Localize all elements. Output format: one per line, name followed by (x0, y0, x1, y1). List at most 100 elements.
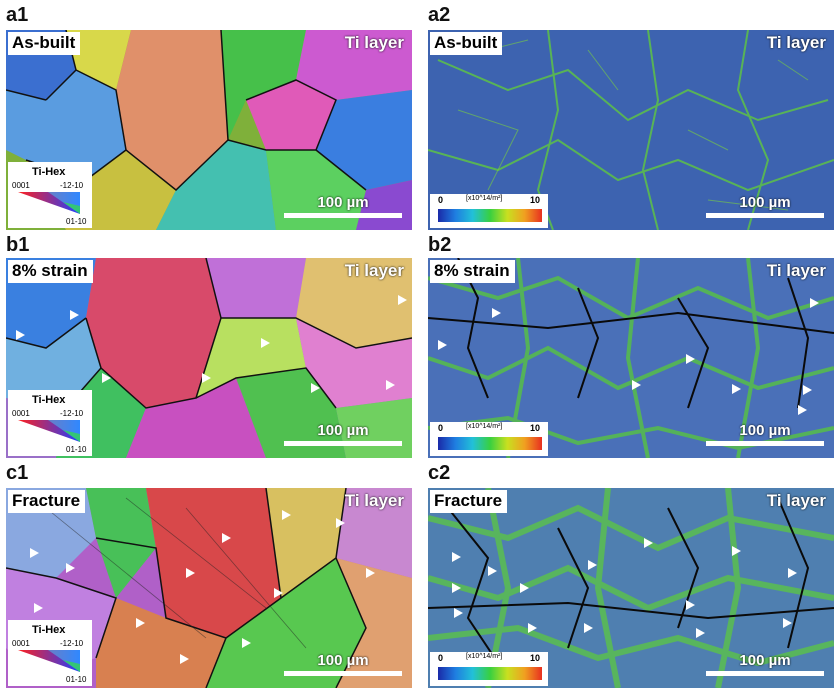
layer-tag: Ti layer (344, 491, 404, 510)
scale-bar: 100 µm (706, 422, 824, 446)
kam-legend: 0 [x10^14/m²] 10 (430, 652, 548, 686)
feature-arrow (452, 552, 461, 562)
scale-bar-label: 100 µm (739, 422, 791, 439)
ipf-legend-0001: 0001 (12, 181, 30, 190)
feature-arrow (788, 568, 797, 578)
kam-colorbar (438, 209, 542, 222)
feature-arrow (520, 583, 529, 593)
scale-bar-label: 100 µm (317, 194, 369, 211)
feature-arrow (261, 338, 270, 348)
layer-tag: Ti layer (344, 33, 404, 52)
ipf-legend-0001: 0001 (12, 639, 30, 648)
ipf-map-b1: 8% strain Ti layer Ti-Hex 0001 -12-10 01… (6, 258, 412, 458)
ipf-triangle-icon (18, 650, 80, 672)
feature-arrow (686, 354, 695, 364)
ipf-legend-1210: -12-10 (60, 639, 84, 648)
feature-arrow (696, 628, 705, 638)
feature-arrow (66, 563, 75, 573)
feature-arrow (452, 583, 461, 593)
layer-tag: Ti layer (766, 491, 826, 510)
feature-arrow (70, 310, 79, 320)
layer-tag: Ti layer (344, 261, 404, 280)
kam-colorbar (438, 437, 542, 450)
scale-bar-line (706, 441, 824, 446)
feature-arrow (783, 618, 792, 628)
kam-colorbar (438, 667, 542, 680)
feature-arrow (798, 405, 807, 415)
scale-bar-label: 100 µm (317, 422, 369, 439)
layer-tag: Ti layer (766, 33, 826, 52)
panel-id-b1: b1 (6, 234, 30, 256)
scale-bar: 100 µm (706, 652, 824, 676)
condition-label: 8% strain (8, 260, 93, 283)
ipf-legend-title: Ti-Hex (32, 624, 66, 636)
ipf-legend-title: Ti-Hex (32, 394, 66, 406)
feature-arrow (386, 380, 395, 390)
scale-bar: 100 µm (284, 422, 402, 446)
layer-tag: Ti layer (766, 261, 826, 280)
feature-arrow (222, 533, 231, 543)
feature-arrow (732, 546, 741, 556)
feature-arrow (732, 384, 741, 394)
feature-arrow (282, 510, 291, 520)
feature-arrow (30, 548, 39, 558)
condition-label: Fracture (8, 490, 86, 513)
feature-arrow (202, 373, 211, 383)
scale-bar: 100 µm (284, 194, 402, 218)
scale-bar-label: 100 µm (739, 652, 791, 669)
kam-map-a2: As-built Ti layer 0 [x10^14/m²] 10 100 µ… (428, 30, 834, 230)
feature-arrow (584, 623, 593, 633)
ipf-legend-1210: -12-10 (60, 181, 84, 190)
feature-arrow (366, 568, 375, 578)
feature-arrow (186, 568, 195, 578)
kam-legend-max: 10 (530, 423, 541, 433)
feature-arrow (488, 566, 497, 576)
feature-arrow (311, 383, 320, 393)
kam-map-c2: Fracture Ti layer 0 [x10^14/m²] 10 100 µ… (428, 488, 834, 688)
feature-arrow (398, 295, 407, 305)
feature-arrow (454, 608, 463, 618)
feature-arrow (528, 623, 537, 633)
ipf-legend: Ti-Hex 0001 -12-10 01-10 (8, 390, 92, 456)
feature-arrow (632, 380, 641, 390)
feature-arrow (274, 588, 283, 598)
feature-arrow (242, 638, 251, 648)
ipf-legend-0001: 0001 (12, 409, 30, 418)
ipf-grain-map (6, 30, 412, 230)
feature-arrow (644, 538, 653, 548)
scale-bar-line (706, 213, 824, 218)
scale-bar-label: 100 µm (739, 194, 791, 211)
scale-bar-line (284, 441, 402, 446)
ipf-legend: Ti-Hex 0001 -12-10 01-10 (8, 162, 92, 228)
kam-legend-max: 10 (530, 195, 541, 205)
kam-legend-min: 0 (438, 653, 444, 663)
scale-bar-line (284, 213, 402, 218)
kam-legend: 0 [x10^14/m²] 10 (430, 194, 548, 228)
condition-label: 8% strain (430, 260, 515, 283)
kam-map (428, 488, 834, 688)
panel-id-a2: a2 (428, 4, 451, 26)
kam-map-b2: 8% strain Ti layer 0 [x10^14/m²] 10 100 … (428, 258, 834, 458)
kam-legend-max: 10 (530, 653, 541, 663)
kam-legend-unit: [x10^14/m²] (466, 423, 503, 430)
ipf-map-a1: As-built Ti layer Ti-Hex 0001 -12-10 01-… (6, 30, 412, 230)
kam-legend-min: 0 (438, 195, 444, 205)
panel-id-b2: b2 (428, 234, 452, 256)
scale-bar: 100 µm (706, 194, 824, 218)
kam-legend-unit: [x10^14/m²] (466, 653, 503, 660)
panel-id-a1: a1 (6, 4, 29, 26)
scale-bar-line (706, 671, 824, 676)
ipf-triangle-icon (18, 420, 80, 442)
condition-label: Fracture (430, 490, 508, 513)
feature-arrow (180, 654, 189, 664)
feature-arrow (438, 340, 447, 350)
panel-id-c1: c1 (6, 462, 29, 484)
ipf-legend-1210: -12-10 (60, 409, 84, 418)
feature-arrow (34, 603, 43, 613)
feature-arrow (588, 560, 597, 570)
ipf-legend-0110: 01-10 (66, 445, 87, 454)
kam-legend-min: 0 (438, 423, 444, 433)
feature-arrow (803, 385, 812, 395)
ipf-legend-0110: 01-10 (66, 675, 87, 684)
condition-label: As-built (430, 32, 503, 55)
